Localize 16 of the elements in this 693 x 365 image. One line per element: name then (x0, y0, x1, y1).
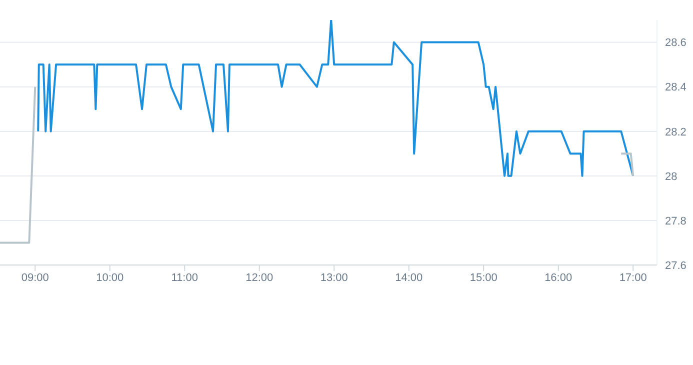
x-tick-label: 13:00 (320, 272, 348, 284)
x-tick-label: 17:00 (619, 272, 647, 284)
y-tick-label: 28.4 (665, 82, 686, 94)
y-tick-label: 28 (665, 170, 678, 183)
y-tick-label: 27.6 (665, 260, 686, 272)
x-tick-label: 12:00 (246, 272, 274, 284)
x-tick-label: 14:00 (395, 272, 423, 284)
y-tick-label: 28.6 (665, 37, 686, 50)
x-tick-label: 16:00 (544, 272, 572, 284)
x-tick-label: 15:00 (470, 272, 498, 284)
y-tick-label: 28.2 (665, 126, 686, 138)
x-tick-label: 11:00 (171, 272, 198, 284)
line-series (37, 20, 634, 177)
x-tick-label: 10:00 (96, 272, 124, 284)
y-tick-label: 27.8 (665, 215, 686, 228)
x-tick-label: 09:00 (21, 272, 49, 284)
